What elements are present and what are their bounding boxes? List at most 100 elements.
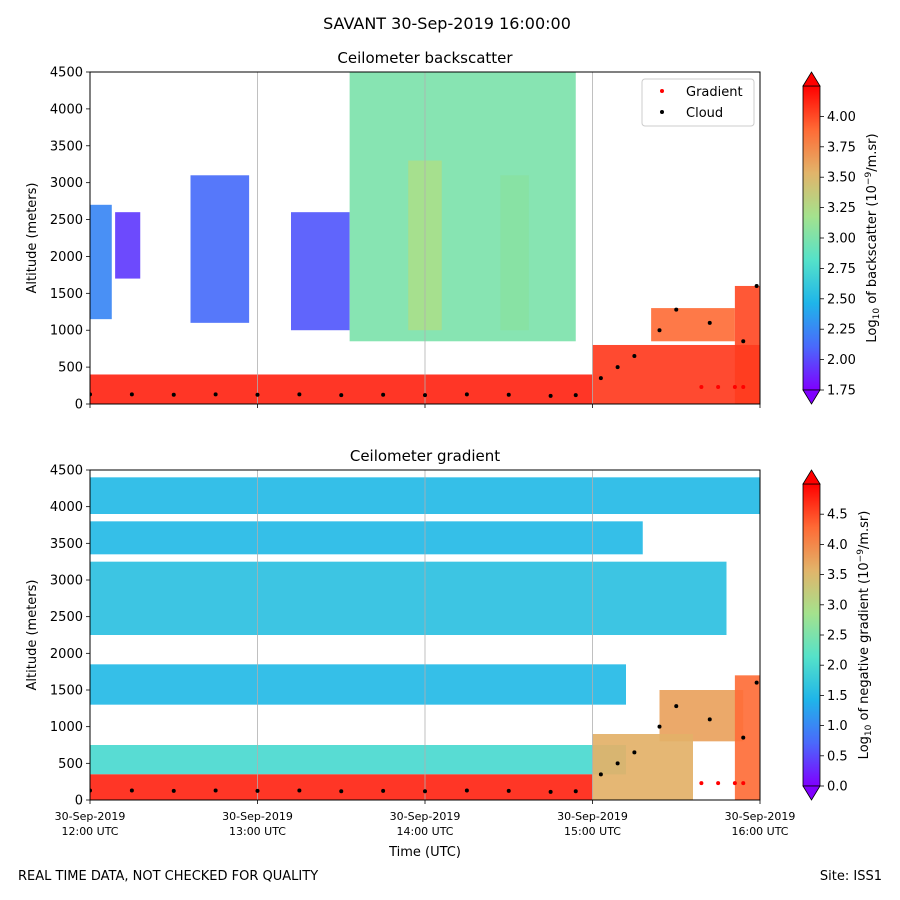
colorbar-tick-label: 3.00 xyxy=(827,232,856,247)
gradient-cloud-markers xyxy=(90,680,759,794)
heatmap-region-0 xyxy=(90,204,112,320)
cloud-point xyxy=(213,392,218,397)
cloud-point xyxy=(674,704,679,709)
heatmap-region-4 xyxy=(90,745,626,775)
colorbar-tick-label: 3.75 xyxy=(827,140,856,155)
cloud-point xyxy=(381,788,386,793)
gradient-x-axis: 30-Sep-2019 12:00 UTC 30-Sep-2019 13:00 UTC… xyxy=(55,800,796,838)
x-tick-date-label: 30-Sep-2019 xyxy=(557,810,628,823)
gradient-point xyxy=(716,385,721,390)
y-tick-label: 0 xyxy=(75,398,83,413)
colorbar-tick-label: 4.0 xyxy=(827,538,848,553)
cloud-point xyxy=(129,788,134,793)
colorbar-body xyxy=(802,483,821,787)
heatmap-region-4 xyxy=(349,72,576,342)
y-tick-label: 2000 xyxy=(50,647,83,662)
y-tick-label: 4500 xyxy=(50,66,83,81)
x-tick-time-label: 15:00 UTC xyxy=(564,825,621,838)
heatmap-region-1 xyxy=(90,521,643,555)
y-tick-label: 1000 xyxy=(50,720,83,735)
gradient-point xyxy=(741,385,746,390)
heatmap-region-5 xyxy=(659,690,744,742)
colorbar-max-extend xyxy=(802,469,821,485)
gradient-colorbar: 0.0 0.5 1.0 1.5 2.0 2.5 3.0 3.5 4.0 4.5 xyxy=(802,469,848,801)
x-tick-time-label: 13:00 UTC xyxy=(229,825,286,838)
backscatter-y-axis: 0 500 1000 1500 2000 2500 3000 3500 4000 4500 xyxy=(50,66,90,413)
colorbar-tick-label: 2.25 xyxy=(827,323,856,338)
gradient-gridlines xyxy=(257,470,593,800)
gradient-gradient-markers xyxy=(699,781,746,786)
cloud-point xyxy=(615,365,620,370)
colorbar-tick-label: 3.25 xyxy=(827,201,856,216)
y-tick-label: 2500 xyxy=(50,213,83,228)
legend: Gradient Cloud xyxy=(641,78,755,127)
cloud-point xyxy=(381,392,386,397)
y-tick-label: 4000 xyxy=(50,102,83,117)
y-tick-label: 0 xyxy=(75,794,83,809)
y-tick-label: 500 xyxy=(58,757,83,772)
cloud-point xyxy=(615,761,620,766)
gradient-y-axis-label: Altitude (meters) xyxy=(25,580,40,691)
legend-cloud-marker xyxy=(660,110,664,114)
gradient-point xyxy=(732,385,737,390)
cloud-point xyxy=(573,393,578,398)
colorbar-tick-label: 0.0 xyxy=(827,780,848,795)
cloud-point xyxy=(213,788,218,793)
gradient-heatmap xyxy=(90,477,760,800)
cloud-point xyxy=(741,339,746,344)
panel-gradient: Ceilometer gradient 0 500 1000 1500 2000 2500… xyxy=(25,447,874,860)
gradient-y-axis: 0 500 1000 1500 2000 2500 3000 3500 4000 4500 xyxy=(50,464,90,809)
colorbar-tick-label: 0.5 xyxy=(827,749,848,764)
heatmap-region-7 xyxy=(734,675,760,800)
colorbar-min-extend xyxy=(802,785,821,801)
backscatter-colorbar-label-sup: −9 xyxy=(864,172,874,186)
cloud-point xyxy=(506,788,511,793)
heatmap-region-6 xyxy=(500,175,529,331)
x-tick-date-label: 30-Sep-2019 xyxy=(55,810,126,823)
cloud-point xyxy=(506,392,511,397)
y-tick-label: 3000 xyxy=(50,176,83,191)
colorbar-tick-label: 2.75 xyxy=(827,262,856,277)
cloud-point xyxy=(548,789,553,794)
gradient-point xyxy=(732,781,737,786)
backscatter-gradient-markers xyxy=(699,385,746,390)
cloud-point xyxy=(741,735,746,740)
y-tick-label: 2000 xyxy=(50,250,83,265)
colorbar-tick-label: 1.0 xyxy=(827,719,848,734)
backscatter-gridlines xyxy=(257,72,593,404)
backscatter-cloud-markers xyxy=(90,283,759,398)
figure-title: SAVANT 30-Sep-2019 16:00:00 xyxy=(323,14,571,33)
cloud-point xyxy=(754,283,759,288)
backscatter-colorbar-label-prefix: Log xyxy=(865,319,880,342)
colorbar-tick-label: 2.5 xyxy=(827,629,848,644)
colorbar-tick-label: 2.0 xyxy=(827,659,848,674)
colorbar-tick-label: 1.5 xyxy=(827,689,848,704)
gradient-colorbar-label-suffix: /m.sr) xyxy=(857,511,872,549)
colorbar-tick-label: 3.0 xyxy=(827,598,848,613)
y-tick-label: 1500 xyxy=(50,684,83,699)
colorbar-min-extend xyxy=(802,389,821,405)
backscatter-x-ticks xyxy=(89,404,761,408)
cloud-point xyxy=(464,392,469,397)
gradient-point xyxy=(741,781,746,786)
colorbar-tick-label: 2.00 xyxy=(827,353,856,368)
cloud-point xyxy=(423,789,427,794)
x-tick-time-label: 12:00 UTC xyxy=(61,825,118,838)
colorbar-tick-label: 4.00 xyxy=(827,110,856,125)
legend-box xyxy=(641,78,755,127)
colorbar-tick-label: 2.50 xyxy=(827,292,856,307)
cloud-point xyxy=(632,354,637,359)
colorbar-tick-label: 4.5 xyxy=(827,508,848,523)
cloud-point xyxy=(464,788,469,793)
x-tick-date-label: 30-Sep-2019 xyxy=(725,810,796,823)
cloud-point xyxy=(339,393,344,398)
y-tick-label: 1000 xyxy=(50,324,83,339)
x-tick-date-label: 30-Sep-2019 xyxy=(222,810,293,823)
heatmap-region-8 xyxy=(90,774,593,800)
colorbar-max-extend xyxy=(802,71,821,87)
cloud-point xyxy=(297,392,302,397)
gradient-colorbar-label: Log10 of negative gradient (10−9/m.sr) xyxy=(856,511,874,760)
cloud-point xyxy=(598,376,603,381)
legend-gradient-marker xyxy=(660,89,664,93)
gradient-colorbar-label-sup: −9 xyxy=(856,549,866,563)
